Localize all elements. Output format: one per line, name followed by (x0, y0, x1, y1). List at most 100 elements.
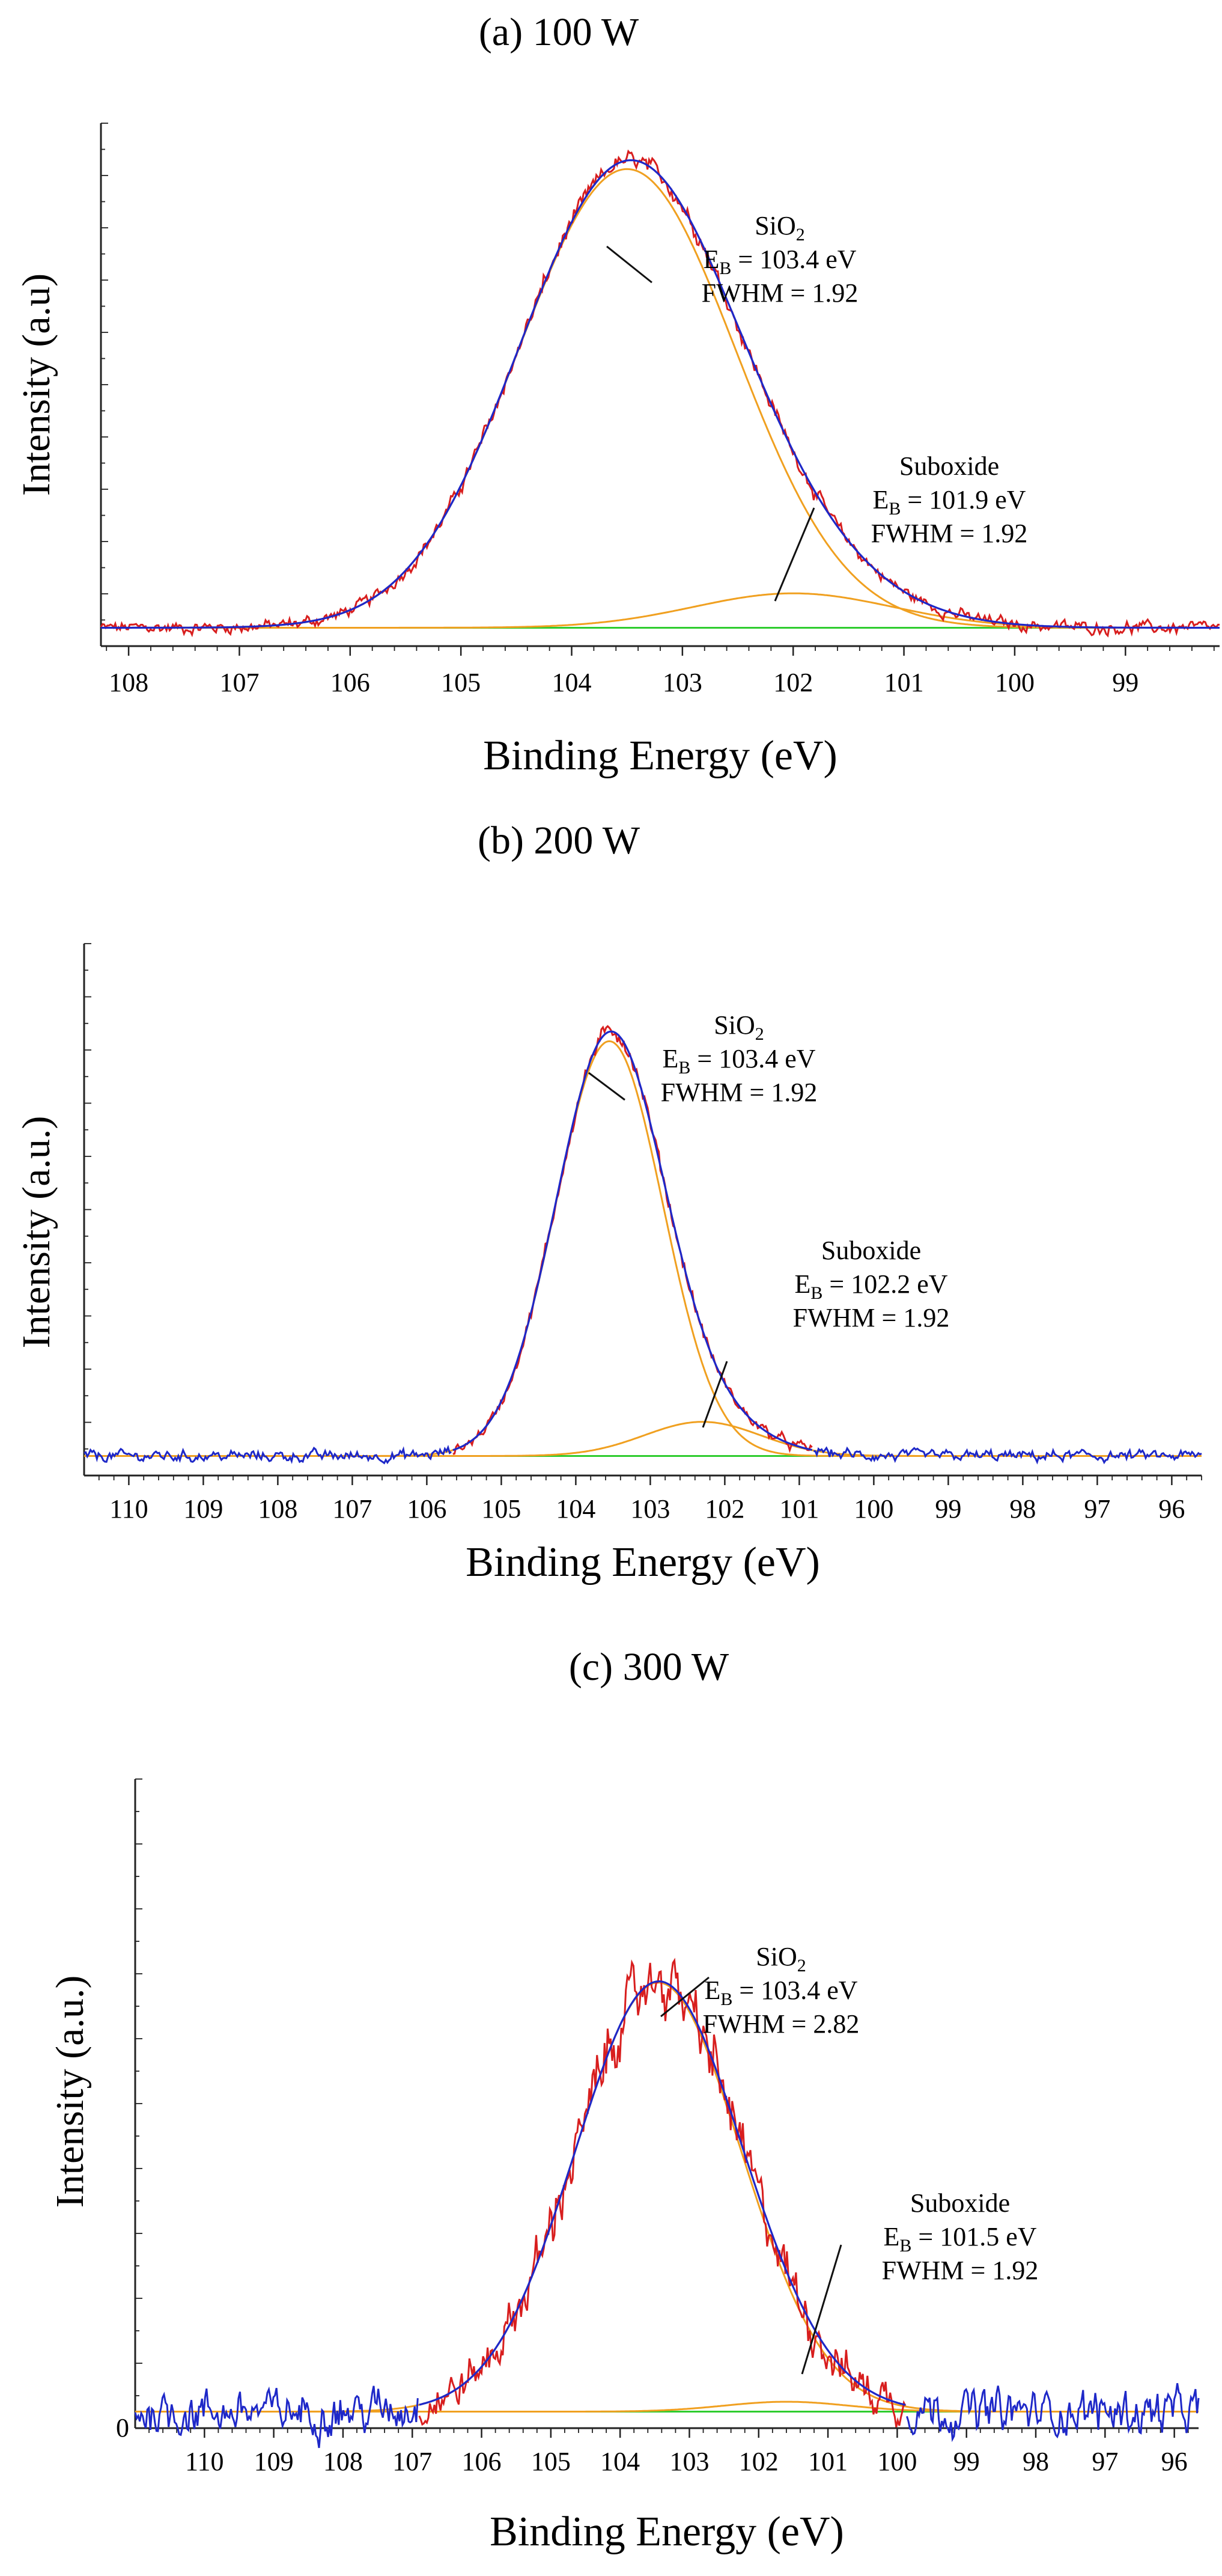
annotation-eb-value: = 103.4 eV (731, 245, 856, 274)
x-tick-label: 110 (185, 2447, 223, 2476)
raw-data-curve (418, 1958, 907, 2428)
x-tick-label: 106 (330, 668, 370, 697)
x-tick-label: 103 (669, 2447, 709, 2476)
annotation-binding-energy: EB = 103.4 eV (704, 1976, 857, 2009)
x-tick-label: 102 (773, 668, 813, 697)
annotation-eb-value: = 102.2 eV (822, 1269, 947, 1299)
x-axis-label: Binding Energy (eV) (483, 733, 837, 779)
annotation-fwhm: FWHM = 1.92 (661, 1078, 818, 1107)
x-tick-label: 108 (258, 1494, 297, 1524)
annotation-eb-value: = 101.9 eV (901, 485, 1026, 514)
x-tick-label: 100 (854, 1494, 893, 1524)
annotation-leader-line (702, 1361, 728, 1428)
annotation-eb-symbol: E (794, 1269, 810, 1299)
x-tick-label: 100 (995, 668, 1035, 697)
x-tick-label: 98 (1023, 2447, 1049, 2476)
raw-data-wing-curve (84, 1444, 452, 1465)
annotation-species: SiO2 (755, 211, 804, 245)
x-tick-label: 103 (663, 668, 702, 697)
y-axis-label: Intensity (a.u.) (48, 1976, 92, 2208)
x-tick-label: 99 (935, 1494, 961, 1524)
x-tick-label: 100 (877, 2447, 917, 2476)
x-axis-label: Binding Energy (eV) (490, 2509, 844, 2555)
annotation-leader-line (774, 507, 815, 602)
panel-a: (a) 100 W 108 107 106 105 104 103 102 101 100 99 Bi… (14, 10, 1220, 779)
y-axis-label: Intensity (a.u.) (14, 1116, 58, 1349)
envelope-fit-curve (452, 1030, 813, 1451)
y-axis-label: Intensity (a.u) (14, 273, 58, 496)
envelope-fit-curve (419, 1980, 906, 2406)
raw-data-wing-curve (813, 1446, 1202, 1465)
annotation-eb-symbol: E (883, 2222, 899, 2251)
annotation-binding-energy: EB = 103.4 eV (662, 1044, 815, 1078)
x-tick-label: 99 (1112, 668, 1138, 697)
annotation-binding-energy: EB = 101.5 eV (883, 2222, 1036, 2256)
annotation-leader-line (606, 245, 652, 284)
x-tick-label: 103 (630, 1494, 670, 1524)
x-tick-label: 106 (462, 2447, 502, 2476)
annotation-species: Suboxide (899, 451, 999, 481)
annotation-species-subscript: 2 (797, 1956, 806, 1976)
panel-c: (c) 300 W 110 109 108 107 106 105 104 103 102 101 1… (48, 1645, 1200, 2555)
annotation-binding-energy: EB = 103.4 eV (703, 245, 856, 278)
x-tick-label: 105 (481, 1494, 521, 1524)
panel-b: (b) 200 W 110 109 108 107 106 105 104 103 102 101 1… (14, 819, 1202, 1586)
x-axis-label: Binding Energy (eV) (466, 1539, 820, 1586)
annotation-species-name: Suboxide (821, 1236, 921, 1265)
annotation-species: Suboxide (821, 1236, 921, 1265)
x-tick-label: 101 (808, 2447, 848, 2476)
x-tick-label: 107 (332, 1494, 372, 1524)
x-tick-label: 104 (556, 1494, 595, 1524)
x-tick-label: 97 (1092, 2447, 1118, 2476)
annotation-eb-symbol: E (703, 245, 719, 274)
x-tick-label: 101 (779, 1494, 819, 1524)
annotation-eb-value: = 103.4 eV (690, 1044, 815, 1073)
annotation-fwhm: FWHM = 1.92 (871, 519, 1028, 548)
origin-label: 0 (116, 2413, 129, 2443)
annotation-eb-subscript: B (678, 1058, 690, 1078)
sio2-component-curve (135, 1982, 1199, 2413)
annotation-species-subscript: 2 (796, 225, 805, 245)
panel-title: (c) 300 W (569, 1645, 729, 1689)
suboxide-component-curve (135, 2401, 1199, 2413)
annotation-eb-subscript: B (889, 499, 901, 519)
sio2-component-curve (84, 1040, 1202, 1457)
x-tick-label: 108 (323, 2447, 363, 2476)
x-tick-label: 104 (552, 668, 592, 697)
annotation-fwhm: FWHM = 1.92 (882, 2256, 1039, 2285)
annotation-eb-subscript: B (899, 2236, 911, 2256)
annotation-species: SiO2 (714, 1010, 764, 1044)
annotation-fwhm: FWHM = 1.92 (702, 278, 859, 308)
x-tick-label: 107 (219, 668, 259, 697)
sio2-component-curve (101, 168, 1220, 629)
x-tick-label: 106 (407, 1494, 446, 1524)
envelope-fit-curve (101, 159, 1220, 629)
annotation-leader-line (801, 2244, 842, 2375)
annotation-eb-symbol: E (872, 485, 889, 514)
annotation-species: Suboxide (910, 2188, 1010, 2218)
x-tick-label: 105 (531, 2447, 571, 2476)
annotation-eb-value: = 103.4 eV (732, 1976, 857, 2005)
annotation-species-name: SiO (755, 211, 795, 240)
annotation-binding-energy: EB = 102.2 eV (794, 1269, 947, 1303)
x-tick-label: 102 (705, 1494, 744, 1524)
x-tick-label: 97 (1084, 1494, 1110, 1524)
annotation-species-name: SiO (756, 1942, 797, 1971)
annotation-eb-subscript: B (719, 258, 731, 278)
x-tick-label: 109 (183, 1494, 223, 1524)
annotation-leader-line (660, 1976, 710, 2018)
raw-data-wing-curve (906, 2383, 1200, 2443)
x-tick-label: 102 (739, 2447, 779, 2476)
x-tick-label: 108 (109, 668, 148, 697)
x-tick-label: 96 (1158, 1494, 1185, 1524)
raw-data-curve (100, 149, 1220, 638)
annotation-species-subscript: 2 (755, 1024, 764, 1044)
annotation-binding-energy: EB = 101.9 eV (872, 485, 1026, 519)
annotation-eb-subscript: B (810, 1283, 822, 1303)
annotation-fwhm: FWHM = 2.82 (703, 2009, 860, 2039)
x-tick-label: 104 (600, 2447, 640, 2476)
panel-title: (a) 100 W (479, 10, 639, 54)
x-tick-label: 99 (953, 2447, 980, 2476)
annotation-fwhm: FWHM = 1.92 (793, 1303, 950, 1332)
